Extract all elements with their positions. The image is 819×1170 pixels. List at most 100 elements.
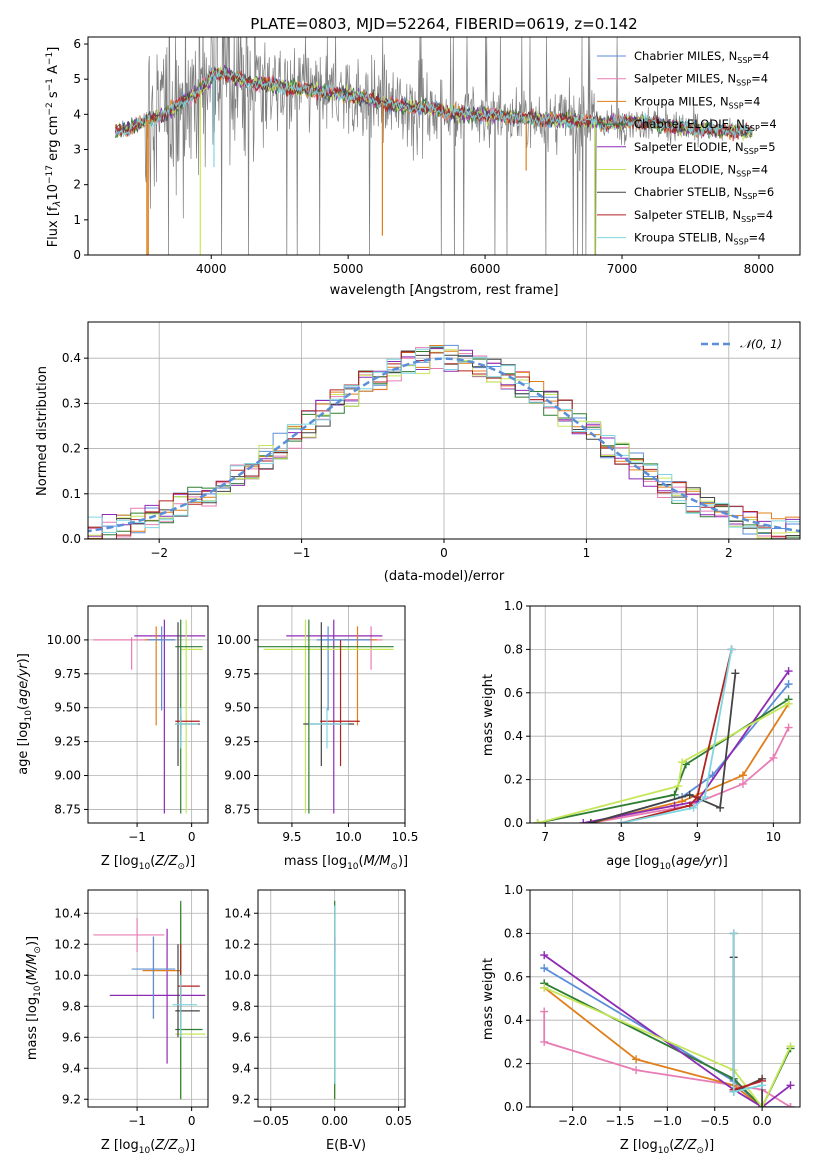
x-tick-label: 0.00 (321, 1114, 348, 1128)
y-tick-label: 10.00 (217, 633, 251, 647)
mass-weight-marker (540, 951, 549, 960)
x-tick-label: 4000 (196, 262, 227, 276)
y-tick-label: 10.2 (54, 937, 81, 951)
plot-area (88, 344, 800, 539)
y-tick-label: 10.0 (224, 968, 251, 982)
legend-subscript: SSP (741, 215, 756, 224)
error-cross (175, 619, 203, 814)
y-tick-label: 10.00 (47, 633, 81, 647)
mass-weight-marker (586, 819, 595, 823)
mass-weight-marker (731, 669, 740, 678)
residual-legend: 𝒩(0, 1) (701, 337, 782, 351)
y-tick-label: 8.75 (224, 802, 251, 816)
mass-weight-marker (784, 699, 793, 708)
mass-weight-marker (758, 1081, 767, 1090)
mass-weight-vs-age-panel: 7 8 9 10 0.0 0.2 0.4 0.6 0.8 1.0 (504, 599, 801, 844)
axes-frame (529, 889, 801, 1108)
legend-subscript: SSP (745, 124, 760, 133)
error-cross (308, 707, 349, 749)
y-tick-label: 0.4 (504, 729, 523, 743)
age-vs-Z-ylabel: age [log10(age/yr)] (16, 653, 34, 775)
mass-weight-line (583, 670, 790, 823)
error-cross (175, 900, 203, 1100)
x-tick-label: −1.5 (605, 1114, 634, 1128)
error-cross (172, 975, 198, 1038)
mass-vs-EBV-xlabel: E(B-V) (326, 1138, 366, 1153)
x-tick-label: 0.0 (753, 1114, 772, 1128)
residual-panel: −2 −1 0 1 2 0.0 0.1 0.2 0.3 0.4 (data-model)/erro… (35, 321, 801, 584)
residual-ylabel: Normed distribution (35, 366, 50, 496)
y-tick-label: 9.2 (232, 1092, 251, 1106)
x-tick-label: 8 (617, 830, 625, 844)
error-cross (131, 936, 176, 1019)
age-vs-mass-xlabel: mass [log10(M/M⊙)] (284, 854, 408, 872)
mass-weight-marker (786, 1103, 795, 1107)
legend-value: =4 (744, 94, 761, 108)
mass-weight-marker (700, 792, 709, 801)
mass-weight-line (732, 933, 763, 1093)
x-tick-label: 9 (694, 830, 702, 844)
y-tick-label: 0.2 (504, 1057, 523, 1071)
plot-area (114, 37, 753, 255)
error-cross (175, 905, 206, 1100)
x-tick-label: 9.5 (282, 830, 301, 844)
spectrum-ylabel: Flux [fλ10−17 erg cm−2 s−1 A−1] (45, 47, 63, 248)
mass-weight-vs-age-ylabel: mass weight (481, 674, 496, 756)
error-cross (175, 707, 199, 749)
mass-weight-marker (716, 803, 725, 812)
x-tick-label: −1 (128, 1114, 146, 1128)
error-cross (258, 619, 394, 814)
legend-label: Kroupa STELIB, NSSP=4 (634, 231, 765, 247)
mass-weight-line (543, 986, 763, 1107)
error-cross (263, 619, 394, 814)
legend-label: Salpeter ELODIE, NSSP=5 (634, 140, 776, 156)
mass-weight-marker (729, 1087, 738, 1096)
x-tick-label: −1 (293, 546, 311, 560)
mass-weight-marker (729, 929, 738, 938)
mass-vs-EBV-panel: −0.05 0.00 0.05 9.2 9.4 9.6 9.8 10.0 10.2 10.4 (224, 889, 412, 1128)
legend-label: Salpeter STELIB, NSSP=4 (634, 208, 773, 224)
y-tick-label: 9.00 (54, 769, 81, 783)
legend-subscript: SSP (736, 79, 751, 88)
y-tick-label: 10.2 (224, 937, 251, 951)
legend-subscript: SSP (742, 192, 757, 201)
y-tick-label: 5 (73, 72, 81, 86)
y-tick-label: 9.75 (54, 667, 81, 681)
mass-weight-marker (784, 723, 793, 732)
x-tick-label: −2.0 (558, 1114, 587, 1128)
legend-subscript: SSP (744, 147, 759, 156)
y-tick-label: 9.6 (232, 1030, 251, 1044)
axes-frame (529, 605, 801, 824)
mass-weight-marker (738, 779, 747, 788)
y-tick-label: 6 (73, 37, 81, 51)
mass-weight-vs-Z-panel: −2.0 −1.5 −1.0 −0.5 0.0 0.0 0.2 0.4 0.6 0.8 1.0 (504, 883, 801, 1128)
axes-frame (257, 889, 406, 1108)
mass-weight-marker (689, 803, 698, 812)
y-tick-label: 9.25 (54, 735, 81, 749)
y-tick-label: 4 (73, 107, 81, 121)
observed-spectrum-line (115, 37, 752, 255)
mass-weight-vs-Z-ylabel: mass weight (481, 958, 496, 1040)
legend-label: Salpeter MILES, NSSP=4 (634, 72, 768, 88)
legend-value: =6 (757, 185, 774, 199)
y-tick-label: 0.4 (62, 351, 81, 365)
mass-weight-marker (786, 1081, 795, 1090)
x-tick-label: 1 (583, 546, 591, 560)
y-tick-label: 3 (73, 143, 81, 157)
y-tick-label: 2 (73, 178, 81, 192)
mass-vs-Z-ylabel: mass [log10(M/M⊙)] (25, 936, 43, 1060)
plot-area (93, 900, 206, 1100)
x-tick-label: 0 (188, 1114, 196, 1128)
legend-value: =4 (749, 231, 766, 245)
x-tick-label: −1.0 (653, 1114, 682, 1128)
mass-weight-marker (632, 1066, 641, 1075)
legend-value: =4 (752, 49, 769, 63)
y-tick-label: 9.8 (62, 999, 81, 1013)
y-tick-label: 0.8 (504, 642, 523, 656)
mass-weight-vs-Z-xlabel: Z [log10(Z/Z⊙)] (620, 1138, 714, 1156)
x-tick-label: 0 (440, 546, 448, 560)
x-tick-label: 10 (766, 830, 781, 844)
x-tick-label: −1 (128, 830, 146, 844)
mass-weight-marker (769, 753, 778, 762)
